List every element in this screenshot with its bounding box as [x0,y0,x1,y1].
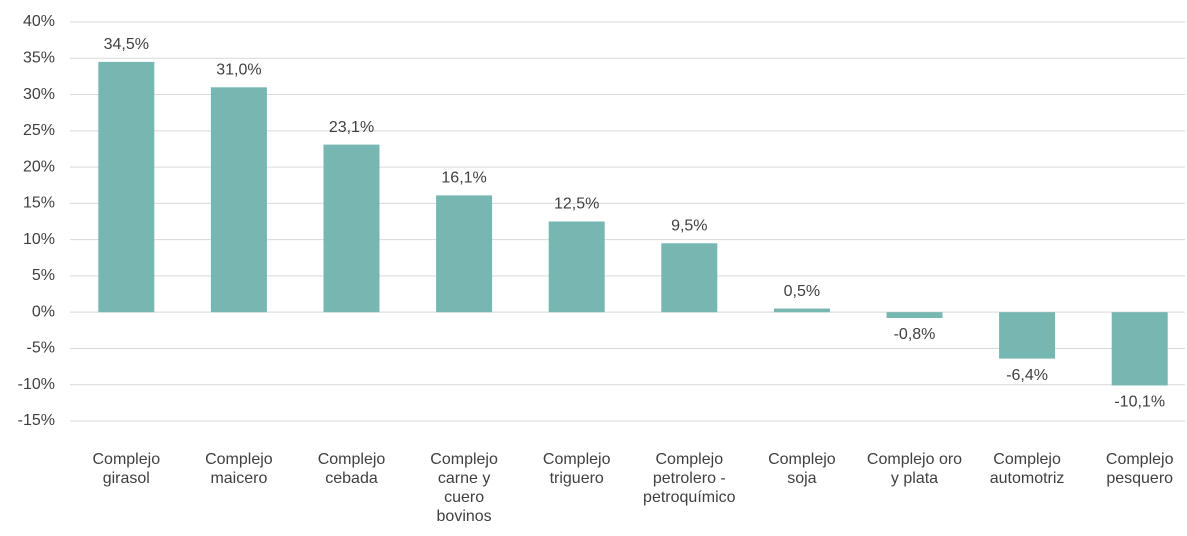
y-tick-label: -10% [18,376,55,393]
x-tick-label: Complejo girasol [92,451,161,487]
x-tick-label: Complejo petrolero - petroquímico [643,451,736,506]
bar [886,312,943,318]
data-label: 9,5% [671,217,707,234]
data-label: 0,5% [784,283,820,300]
bar [323,144,380,313]
data-label: 23,1% [329,119,374,136]
bar [1111,312,1168,386]
y-tick-label: 30% [23,86,55,103]
data-label: 34,5% [104,36,149,53]
x-tick-label: Complejo pesquero [1105,451,1174,487]
bar [548,221,605,313]
x-tick-label: Complejo triguero [542,451,611,487]
bar [210,87,267,313]
y-tick-label: 40% [23,13,55,30]
bar [436,195,493,313]
x-tick-label: Complejo maicero [205,451,273,487]
x-tick-label: Complejo automotriz [989,451,1065,487]
data-label: 31,0% [216,62,261,79]
y-tick-label: 15% [23,195,55,212]
x-tick-label: Complejo oro y plata [866,451,963,487]
x-tick-label: Complejo soja [768,451,836,487]
bar [773,308,830,313]
y-tick-label: 20% [23,158,55,175]
y-tick-label: -5% [27,340,55,357]
bar [98,61,155,313]
y-tick-label: 0% [32,303,55,320]
y-tick-label: 5% [32,267,55,284]
y-tick-label: 35% [23,49,55,66]
y-tick-label: -15% [18,412,55,429]
bar [999,312,1056,359]
bar [661,243,718,313]
x-tick-label: Complejo carne y cuero bovinos [430,451,498,525]
x-tick-label: Complejo cebada [317,451,386,487]
data-label: -10,1% [1114,394,1165,411]
y-tick-label: 10% [23,231,55,248]
y-tick-label: 25% [23,122,55,139]
data-label: -6,4% [1006,367,1048,384]
data-label: 16,1% [441,170,486,187]
data-label: -0,8% [894,326,936,343]
data-label: 12,5% [554,196,599,213]
